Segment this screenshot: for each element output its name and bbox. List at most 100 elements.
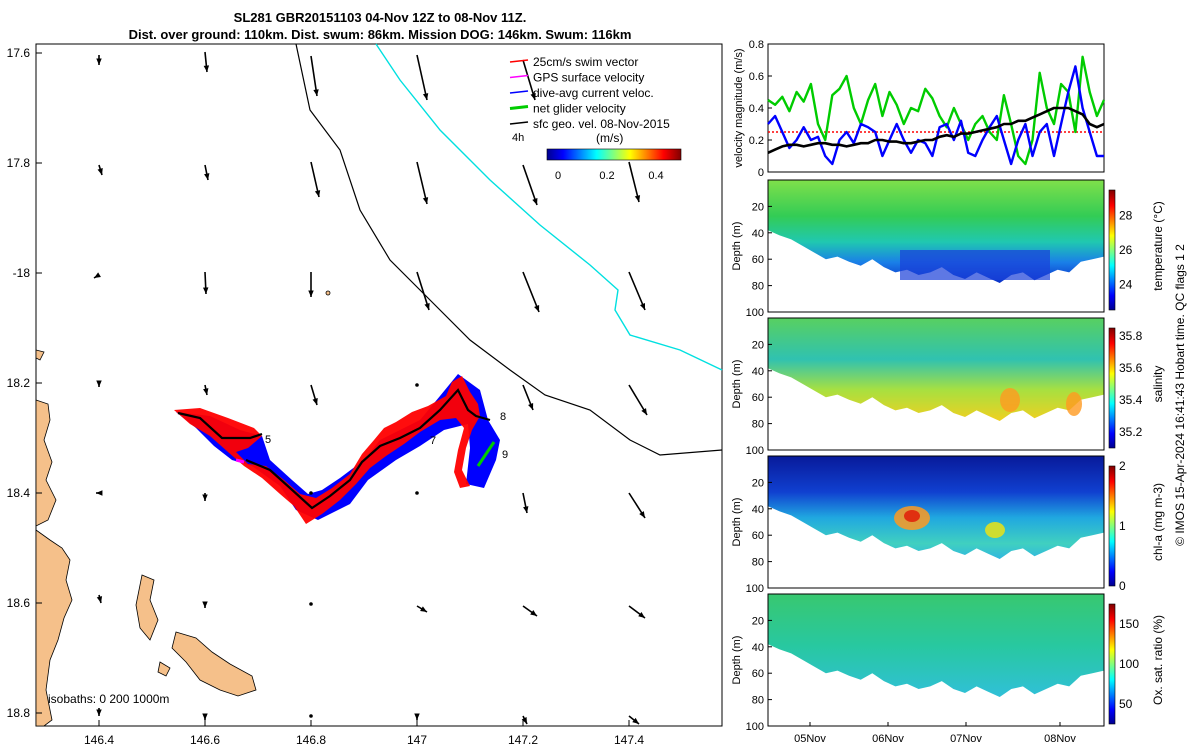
- geo-velocity-arrow: [415, 383, 419, 387]
- glider-track: [174, 374, 500, 524]
- depth-tick-label: 60: [752, 668, 764, 680]
- gps-velocity-marker: [235, 458, 245, 464]
- velocity-ytick-label: 0.2: [749, 135, 764, 147]
- depth-tick-label: 20: [752, 615, 764, 627]
- geo-velocity-arrow: [414, 713, 420, 720]
- depth-tick-label: 40: [752, 642, 764, 654]
- salinity-high-patch: [1066, 392, 1082, 416]
- section-colorbar: [1108, 327, 1116, 449]
- map-legend: 25cm/s swim vector GPS surface velocitydi…: [509, 55, 682, 182]
- geo-velocity-arrow: [96, 594, 103, 604]
- section-data-fill: [768, 456, 1104, 559]
- geo-velocity-arrow: [416, 271, 430, 311]
- velocity-series-line: [767, 106, 1105, 154]
- geo-velocity-arrow: [96, 55, 102, 65]
- legend-entry: sfc geo. vel. 08-Nov-2015: [509, 117, 670, 131]
- legend-scale-label: 4h: [512, 132, 524, 144]
- legend-entry: net glider velocity: [509, 102, 626, 116]
- geo-velocity-arrow: [416, 605, 428, 613]
- colorbar-tick-label: 26: [1119, 243, 1133, 257]
- lat-tick-label: 18.8: [7, 706, 31, 720]
- credit-note: © IMOS 15-Apr-2024 16:41:43 Hobart time.…: [1173, 244, 1187, 546]
- sfc-geo-track: [177, 388, 491, 510]
- waypoint-label-7: 7: [430, 435, 436, 447]
- lat-tick-label: 18.6: [7, 596, 31, 610]
- isobath-1000m: [375, 43, 723, 371]
- geo-velocity-arrow: [96, 380, 102, 387]
- section-axes-frame: [767, 593, 1105, 727]
- lon-tick-label: 146.8: [296, 733, 326, 747]
- geo-velocity-arrow: [522, 384, 534, 411]
- geo-velocity-arrow: [96, 708, 102, 716]
- geo-velocity-arrow: [203, 384, 209, 396]
- depth-axis-label: Depth (m): [731, 222, 743, 271]
- section-colorbar: [1108, 189, 1116, 311]
- depth-tick-label: 60: [752, 530, 764, 542]
- waypoint-label-5: 5: [265, 434, 271, 446]
- section-data-fill: [768, 594, 1104, 697]
- depth-axis-label: Depth (m): [731, 636, 743, 685]
- lat-tick-label: 18.4: [7, 486, 31, 500]
- depth-tick-label: 20: [752, 339, 764, 351]
- depth-tick-label: 40: [752, 228, 764, 240]
- lon-tick-label: 146.6: [190, 733, 220, 747]
- time-axis: 05Nov 06Nov 07Nov 08Nov: [794, 722, 1076, 745]
- map-panel: 5 7 8 9 25cm/s swim vector GPS surface ve…: [7, 43, 723, 747]
- depth-tick-label: 60: [752, 392, 764, 404]
- section-panel-chl: 20 40 60 80 100 Depth (m) 0 1 2 chl-a (mg m-3): [731, 455, 1165, 595]
- geo-velocity-arrow: [202, 601, 208, 608]
- chl-core-patch: [904, 510, 920, 522]
- geo-velocity-arrow: [310, 161, 321, 198]
- colorbar-label: chl-a (mg m-3): [1151, 483, 1165, 561]
- velocity-series-line: [767, 65, 1104, 166]
- depth-tick-label: 100: [746, 307, 764, 319]
- legend-label: net glider velocity: [533, 102, 626, 116]
- colorbar-tick-label: 28: [1119, 209, 1133, 223]
- plot-title-line-1: SL281 GBR20151103 04-Nov 12Z to 08-Nov 1…: [233, 10, 527, 25]
- colorbar-tick-label: 150: [1119, 617, 1139, 631]
- section-panel-sal: 20 40 60 80 100 Depth (m) 35.2 35.4 35.6 35.8 sali…: [731, 317, 1165, 457]
- speed-colorbar: [546, 148, 682, 161]
- depth-tick-label: 60: [752, 254, 764, 266]
- colorbar-label: Ox. sat. ratio (%): [1151, 615, 1165, 705]
- geo-velocity-arrow: [628, 605, 646, 619]
- legend-label: GPS surface velocity: [533, 71, 644, 85]
- net-velocity-marker: [476, 441, 496, 467]
- velocity-ytick-label: 0.6: [749, 71, 764, 83]
- colorbar-unit: (m/s): [596, 131, 623, 145]
- geo-velocity-arrow: [309, 714, 313, 718]
- colorbar-tick-label: 35.2: [1119, 425, 1143, 439]
- colorbar-tick-label: 50: [1119, 697, 1133, 711]
- geo-velocity-arrow: [309, 602, 313, 606]
- geo-velocity-arrow: [310, 384, 318, 406]
- geo-velocity-arrow: [628, 384, 648, 416]
- small-island: [325, 290, 331, 296]
- time-tick-label: 05Nov: [794, 733, 826, 745]
- geo-velocity-arrow: [97, 164, 103, 176]
- section-colorbar: [1108, 603, 1116, 725]
- geo-velocity-arrow: [202, 493, 208, 501]
- geo-velocity-arrow: [202, 713, 208, 720]
- isobath-label: isobaths: 0 200 1000m: [48, 692, 169, 706]
- waypoint-label-9: 9: [502, 449, 508, 461]
- colorbar-tick-label: 24: [1119, 277, 1133, 291]
- colorbar-tick: 0.4: [648, 170, 663, 182]
- geo-velocity-arrow: [522, 271, 540, 313]
- section-axes-frame: [767, 179, 1105, 313]
- legend-entry: GPS surface velocity: [509, 71, 644, 85]
- depth-tick-label: 40: [752, 366, 764, 378]
- section-panel-ox: 20 40 60 80 100 Depth (m) 50 100 150 Ox. sat. rat…: [731, 593, 1165, 733]
- velocity-ylabel: velocity magnitude (m/s): [733, 48, 745, 167]
- colorbar-label: temperature (°C): [1151, 201, 1165, 291]
- depth-axis-label: Depth (m): [731, 498, 743, 547]
- section-colorbar: [1108, 465, 1116, 587]
- isobath-200m: [295, 43, 723, 456]
- geo-velocity-arrow: [203, 51, 210, 73]
- lon-tick-label: 147: [407, 733, 427, 747]
- cold-water-band: [900, 250, 1050, 280]
- geo-velocity-arrow: [522, 492, 529, 514]
- geo-velocity-arrow: [308, 272, 314, 297]
- chl-secondary-patch: [985, 522, 1005, 538]
- colorbar-tick-label: 1: [1119, 519, 1126, 533]
- depth-tick-label: 20: [752, 201, 764, 213]
